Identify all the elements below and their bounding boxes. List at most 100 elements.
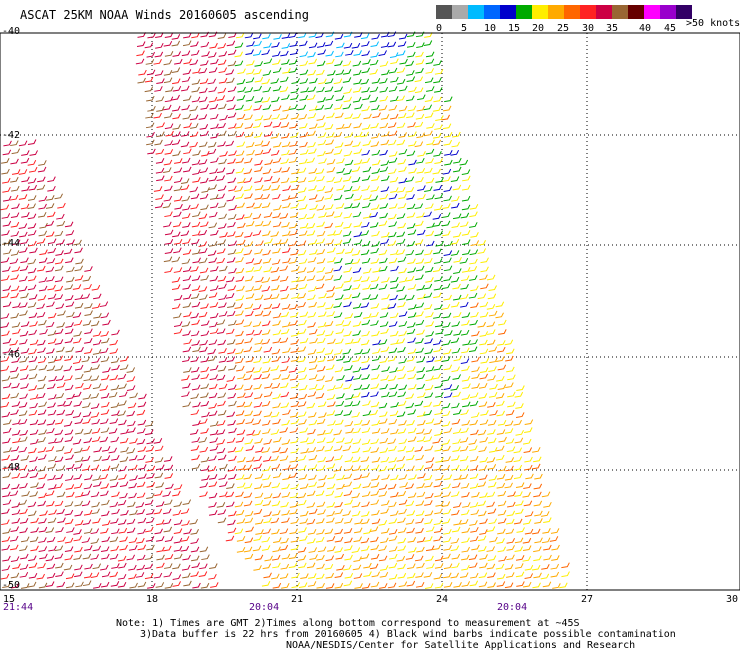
wind-barb xyxy=(191,319,200,326)
wind-barb xyxy=(2,266,11,273)
wind-barb xyxy=(75,373,84,380)
wind-barb xyxy=(352,337,361,344)
wind-barb xyxy=(363,194,372,200)
wind-barb xyxy=(407,409,417,416)
wind-barb xyxy=(406,212,416,219)
wind-barb xyxy=(489,383,498,390)
wind-barb xyxy=(198,159,208,165)
wind-barb xyxy=(398,267,407,274)
wind-barb xyxy=(309,508,318,515)
wind-barb xyxy=(433,77,442,84)
wind-barb xyxy=(245,275,254,282)
wind-barb xyxy=(543,517,552,524)
wind-barb xyxy=(326,394,336,400)
wind-barb xyxy=(288,59,298,65)
wind-barb xyxy=(324,40,334,47)
wind-barb xyxy=(361,427,371,434)
wind-barb xyxy=(190,546,200,553)
wind-barb xyxy=(299,95,308,101)
wind-barb xyxy=(336,474,345,481)
wind-barb xyxy=(415,527,424,534)
wind-barb xyxy=(138,69,147,76)
wind-barb xyxy=(416,357,425,363)
wind-barb xyxy=(110,357,120,364)
wind-barb xyxy=(469,222,478,228)
wind-barb xyxy=(191,79,201,85)
wind-barb xyxy=(316,230,326,237)
wind-barb xyxy=(200,177,209,184)
wind-barb xyxy=(417,293,426,300)
wind-barb xyxy=(261,536,271,543)
wind-barb xyxy=(344,572,354,579)
wind-barb xyxy=(514,537,524,544)
wind-barb xyxy=(361,511,370,517)
wind-barb xyxy=(254,149,264,156)
wind-barb xyxy=(289,104,298,110)
wind-barb xyxy=(298,499,307,506)
legend-swatch xyxy=(612,5,628,19)
wind-barb xyxy=(190,366,200,373)
wind-barb xyxy=(378,339,388,345)
wind-barb xyxy=(433,60,442,66)
wind-barb xyxy=(182,69,192,75)
wind-barb xyxy=(155,96,165,102)
wind-barb xyxy=(326,292,335,299)
wind-barb xyxy=(405,402,415,409)
wind-barb xyxy=(254,393,263,400)
wind-barb xyxy=(407,322,416,328)
wind-barb xyxy=(182,284,191,290)
wind-barb xyxy=(507,401,516,408)
wind-barb xyxy=(361,384,370,390)
wind-barb xyxy=(235,357,244,364)
wind-barb xyxy=(191,301,201,308)
wind-barb xyxy=(226,77,235,84)
wind-barb xyxy=(65,230,75,236)
lat-label-40: -40 xyxy=(2,26,21,37)
wind-barb xyxy=(468,554,478,561)
wind-barb xyxy=(282,185,291,192)
wind-barb xyxy=(379,257,388,264)
wind-barb xyxy=(210,157,219,164)
wind-barb xyxy=(334,104,343,110)
wind-barb xyxy=(390,510,399,517)
wind-barb xyxy=(209,374,219,381)
wind-barb xyxy=(129,509,138,516)
wind-barb xyxy=(163,545,172,552)
wind-barb xyxy=(182,40,192,47)
wind-barb xyxy=(299,518,309,525)
wind-barb xyxy=(345,375,354,382)
wind-barb xyxy=(201,320,210,327)
wind-barb xyxy=(173,167,183,174)
wind-barb xyxy=(297,492,307,499)
wind-barb xyxy=(460,212,470,219)
wind-barb xyxy=(217,392,227,399)
wind-barb xyxy=(218,158,227,165)
wind-barb xyxy=(20,321,30,327)
wind-barb xyxy=(380,238,390,245)
wind-barb xyxy=(279,238,289,245)
wind-barb xyxy=(171,284,181,290)
wind-barb xyxy=(398,177,408,184)
wind-barb xyxy=(236,429,246,436)
wind-barb xyxy=(378,105,388,111)
wind-barb xyxy=(318,158,327,164)
wind-barb xyxy=(361,357,370,364)
wind-barb xyxy=(164,248,174,255)
wind-barb xyxy=(318,78,327,85)
wind-barb xyxy=(10,140,19,147)
wind-barb xyxy=(308,464,318,470)
wind-barb xyxy=(227,446,237,453)
wind-barb xyxy=(450,250,460,256)
wind-barb xyxy=(397,563,406,570)
wind-barb xyxy=(253,508,263,515)
wind-barb xyxy=(477,429,487,436)
wind-barb xyxy=(244,553,254,560)
wind-barb xyxy=(56,239,65,246)
wind-barb xyxy=(334,536,344,543)
wind-barb xyxy=(244,114,253,121)
wind-barb xyxy=(281,166,290,173)
wind-barb xyxy=(2,301,12,308)
wind-barb xyxy=(406,112,415,119)
wind-barb xyxy=(183,311,192,318)
wind-barb xyxy=(388,67,398,74)
